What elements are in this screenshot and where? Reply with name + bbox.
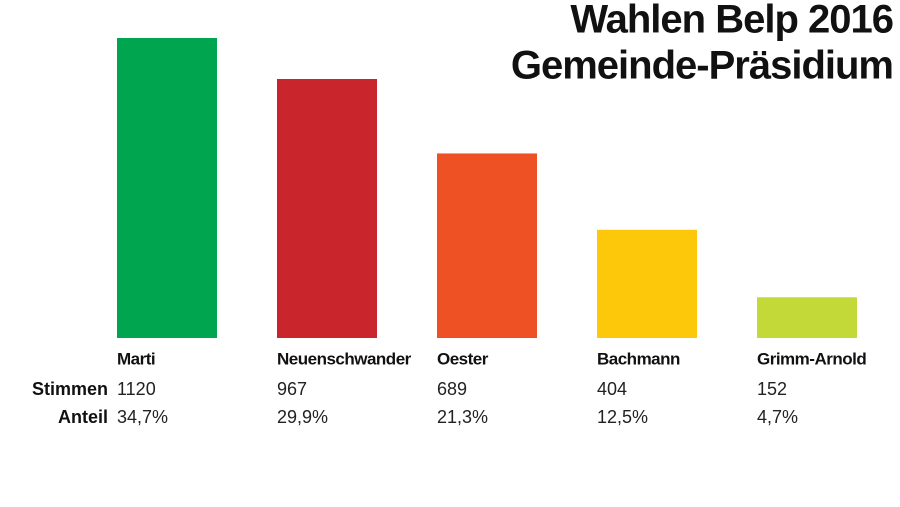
category-label: Grimm-Arnold: [757, 349, 866, 368]
bar: [117, 38, 217, 338]
category-label: Marti: [117, 349, 155, 368]
row-label: Anteil: [58, 407, 108, 427]
share-label: 21,3%: [437, 407, 488, 427]
share-label: 12,5%: [597, 407, 648, 427]
bar: [757, 297, 857, 338]
category-label: Neuenschwander: [277, 349, 412, 368]
category-label: Oester: [437, 349, 489, 368]
votes-label: 689: [437, 379, 467, 399]
share-label: 34,7%: [117, 407, 168, 427]
votes-label: 967: [277, 379, 307, 399]
chart-title: Wahlen Belp 2016: [570, 0, 893, 42]
bar: [597, 229, 697, 338]
votes-label: 1120: [117, 379, 156, 399]
chart-subtitle: Gemeinde-Präsidium: [511, 44, 893, 88]
bar: [437, 153, 537, 338]
share-label: 29,9%: [277, 407, 328, 427]
votes-label: 404: [597, 379, 627, 399]
category-label: Bachmann: [597, 349, 680, 368]
share-label: 4,7%: [757, 407, 798, 427]
row-label: Stimmen: [32, 379, 108, 399]
bar: [277, 78, 377, 338]
votes-label: 152: [757, 379, 787, 399]
